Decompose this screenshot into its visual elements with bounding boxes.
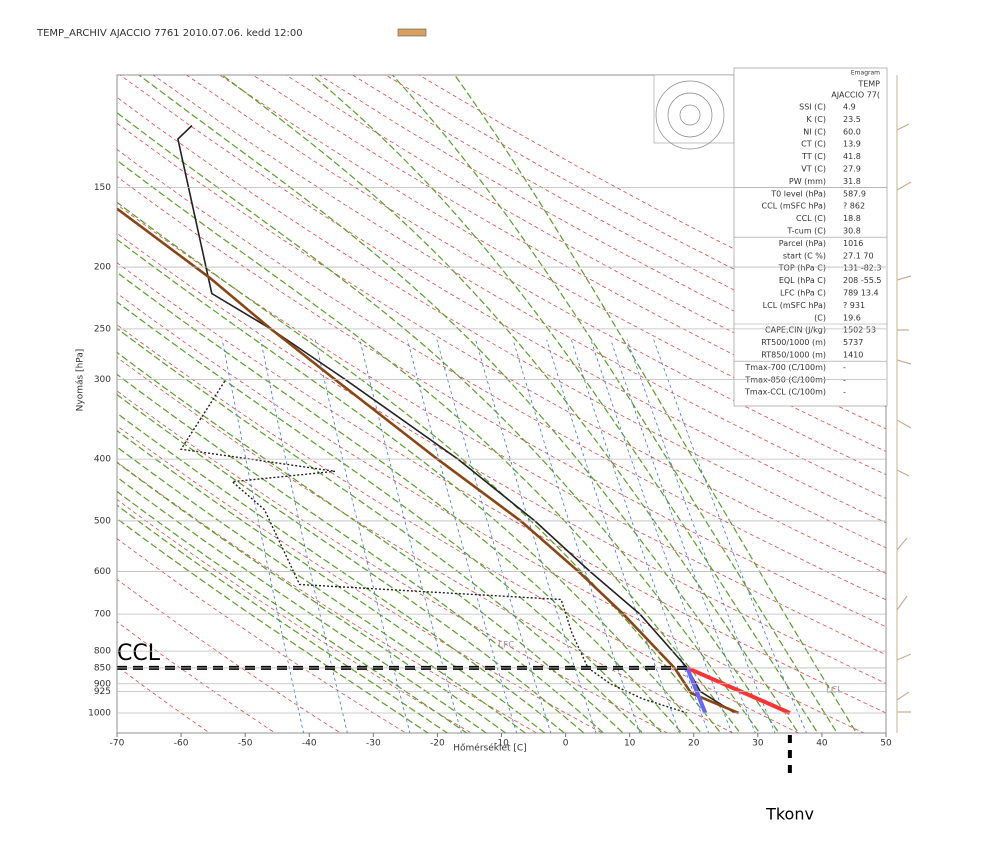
table-value: 4.9	[843, 103, 856, 112]
y-tick-label: 850	[94, 663, 111, 673]
table-label: RT850/1000 (m)	[761, 351, 826, 360]
x-tick-label: -40	[302, 739, 317, 749]
table-header: Emagram	[851, 70, 880, 77]
tkonv-label: Tkonv	[765, 805, 814, 824]
info-table: Emagram TEMP AJACCIO 77( SSI (C) 4.9 K (C) 23.…	[734, 68, 887, 406]
table-value: ? 862	[843, 202, 865, 211]
table-label: SSI (C)	[799, 103, 826, 112]
title-icon	[398, 29, 426, 36]
table-header: AJACCIO 77(	[831, 91, 880, 100]
x-tick-label: -20	[430, 739, 445, 749]
table-label: CCL (C)	[796, 214, 826, 223]
table-value: 23.5	[843, 115, 861, 124]
x-tick-label: -60	[174, 739, 189, 749]
table-value: 18.8	[843, 214, 861, 223]
table-value: 131 -82.3	[843, 264, 882, 273]
table-label: LCL (mSFC hPa)	[763, 301, 826, 310]
y-tick-label: 800	[94, 647, 111, 657]
x-tick-label: 50	[880, 739, 892, 749]
x-tick-label: 30	[752, 739, 764, 749]
table-value: 1016	[843, 239, 863, 248]
x-tick-label: 20	[688, 739, 700, 749]
y-tick-label: 250	[94, 324, 111, 334]
table-label: T-cum (C)	[786, 227, 826, 236]
table-value: 41.8	[843, 152, 861, 161]
table-label: Parcel (hPa)	[779, 239, 826, 248]
table-label: TOP (hPa C)	[778, 264, 826, 273]
x-tick-label: -30	[366, 739, 381, 749]
table-value: -	[843, 388, 846, 397]
x-tick-label: 0	[563, 739, 569, 749]
table-label: LFC (hPa C)	[780, 289, 826, 298]
table-value: 13.9	[843, 140, 861, 149]
table-value: 5737	[843, 338, 863, 347]
x-tick-label: 40	[816, 739, 828, 749]
table-label: CT (C)	[801, 140, 826, 149]
table-value: 27.1 70	[843, 251, 874, 260]
table-label: EQL (hPa C)	[779, 276, 826, 285]
table-label: (C)	[814, 313, 826, 322]
table-value: -	[843, 375, 846, 384]
y-tick-label: 400	[94, 455, 111, 465]
y-tick-label: 200	[94, 263, 111, 273]
y-tick-label: 150	[94, 183, 111, 193]
chart-title: TEMP_ARCHIV AJACCIO 7761 2010.07.06. ked…	[36, 28, 303, 39]
table-value: 60.0	[843, 127, 861, 136]
hodograph-box	[654, 75, 734, 143]
table-label: PW (mm)	[789, 177, 826, 186]
y-tick-label: 925	[94, 687, 111, 697]
x-tick-label: -70	[110, 739, 125, 749]
ccl-label: CCL	[117, 641, 161, 666]
table-label: VT (C)	[801, 165, 826, 174]
x-tick-label: -10	[494, 739, 509, 749]
table-value: 19.6	[843, 313, 861, 322]
y-tick-label: 700	[94, 610, 111, 620]
table-value: 208 -55.5	[843, 276, 882, 285]
table-value: 30.8	[843, 227, 861, 236]
table-label: Tmax-850 (C/100m)	[744, 375, 826, 384]
y-tick-label: 300	[94, 375, 111, 385]
table-label: CAPE,CIN (J/kg)	[765, 326, 826, 335]
table-value: 587.9	[843, 189, 866, 198]
table-value: 789 13.4	[843, 289, 879, 298]
table-value: 1502 53	[843, 326, 876, 335]
table-value: 31.8	[843, 177, 861, 186]
table-label: RT500/1000 (m)	[761, 338, 826, 347]
table-label: CCL (mSFC hPa)	[762, 202, 826, 211]
table-value: 27.9	[843, 165, 861, 174]
table-label: T0 level (hPa)	[770, 189, 826, 198]
y-axis-label: Nyomás [hPa]	[76, 349, 86, 412]
table-value: ? 931	[843, 301, 865, 310]
y-tick-label: 1000	[88, 708, 111, 718]
table-label: K (C)	[806, 115, 826, 124]
y-tick-label: 600	[94, 567, 111, 577]
lfc-label: LFC	[498, 641, 514, 651]
table-label: NI (C)	[803, 127, 826, 136]
table-label: Tmax-700 (C/100m)	[744, 363, 826, 372]
x-axis-label: Hőmérséklet [C]	[453, 743, 526, 754]
hodograph	[654, 75, 734, 149]
table-header: TEMP	[857, 80, 880, 89]
table-value: -	[843, 363, 846, 372]
table-label: TT (C)	[801, 152, 826, 161]
table-value: 1410	[843, 351, 863, 360]
table-label: Tmax-CCL (C/100m)	[744, 388, 826, 397]
x-tick-label: 10	[624, 739, 636, 749]
table-label: start (C %)	[783, 251, 826, 260]
lcl-label: LCL	[826, 686, 842, 696]
y-tick-label: 500	[94, 516, 111, 526]
x-tick-label: -50	[238, 739, 253, 749]
